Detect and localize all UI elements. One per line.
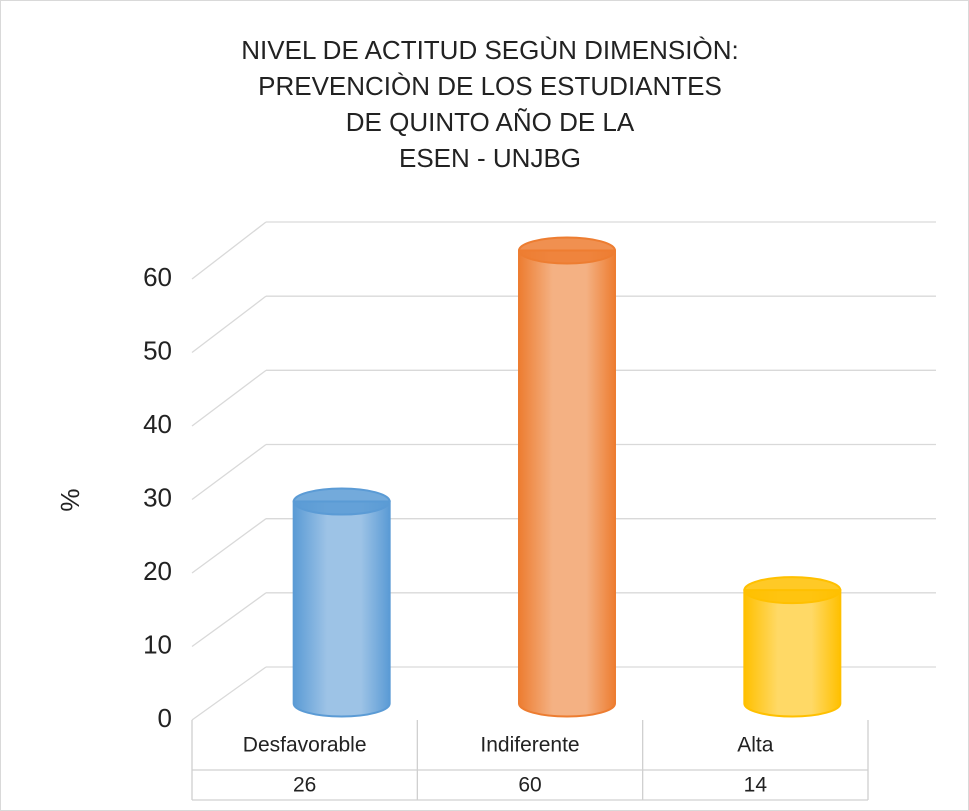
grid-line <box>191 295 267 354</box>
y-tick-label: 0 <box>158 703 172 733</box>
grid-line <box>191 592 267 648</box>
table-value: 26 <box>293 774 316 797</box>
grid-line <box>191 369 267 427</box>
bar <box>292 500 391 718</box>
grid-line <box>191 443 267 501</box>
y-tick-label: 60 <box>143 262 172 292</box>
x-tick-label: Alta <box>737 734 774 757</box>
y-axis-label: % <box>55 488 85 511</box>
bar <box>743 589 842 718</box>
x-tick-label: Indiferente <box>480 734 579 757</box>
chart-title: ESEN - UNJBG <box>399 143 581 173</box>
chart-title: NIVEL DE ACTITUD SEGÙN DIMENSIÒN: <box>241 35 738 65</box>
bar-top <box>518 236 616 265</box>
y-tick-label: 30 <box>143 482 172 512</box>
y-tick-label: 10 <box>143 629 172 659</box>
table-value: 60 <box>518 774 541 797</box>
y-tick-label: 50 <box>143 335 172 365</box>
table-value: 14 <box>744 774 768 797</box>
chart-title: DE QUINTO AÑO DE LA <box>346 107 635 137</box>
grid-line <box>191 666 267 721</box>
grid-line <box>191 518 267 574</box>
y-tick-label: 20 <box>143 556 172 586</box>
bar-top <box>292 487 391 516</box>
bar-top <box>743 576 842 605</box>
y-tick-label: 40 <box>143 409 172 439</box>
grid-line <box>191 221 267 280</box>
x-tick-label: Desfavorable <box>243 734 367 757</box>
bar <box>518 249 616 718</box>
chart-title: PREVENCIÒN DE LOS ESTUDIANTES <box>258 71 722 101</box>
